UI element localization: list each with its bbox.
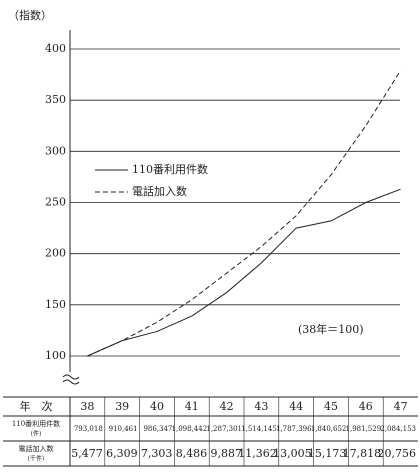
table-cell: 6,309 bbox=[106, 447, 138, 460]
table-cell: 793,018 bbox=[74, 425, 103, 433]
series-line bbox=[87, 70, 402, 357]
table-cell: 1,098,442 bbox=[172, 425, 208, 433]
y-tick-label: 100 bbox=[45, 349, 66, 362]
table-cell: 7,303 bbox=[141, 447, 173, 460]
table-cell: 20,756 bbox=[378, 447, 417, 460]
legend-label: 110番利用件数 bbox=[132, 163, 208, 176]
table-header: 年 次 bbox=[20, 399, 53, 413]
table-year: 38 bbox=[80, 400, 94, 413]
table-cell: 986,347 bbox=[143, 425, 172, 433]
table-cell: 1,787,396 bbox=[276, 425, 312, 433]
table-cell: 1,840,652 bbox=[311, 425, 347, 433]
table-cell: 15,173 bbox=[308, 447, 347, 460]
table-cell: 1,287,301 bbox=[206, 425, 242, 433]
y-tick-label: 350 bbox=[45, 93, 66, 106]
table-cell: 910,461 bbox=[109, 425, 138, 433]
table-year: 40 bbox=[150, 400, 164, 413]
axis-break bbox=[62, 374, 80, 385]
row-label: 110番利用件数 bbox=[12, 419, 60, 428]
table-year: 45 bbox=[324, 400, 338, 413]
table-cell: 13,005 bbox=[273, 447, 312, 460]
table-year: 46 bbox=[359, 400, 373, 413]
row-unit: (件) bbox=[31, 430, 42, 438]
row-label: 電話加入数 bbox=[19, 444, 54, 453]
table-year: 42 bbox=[220, 400, 234, 413]
table-cell: 17,818 bbox=[343, 447, 382, 460]
row-unit: (千件) bbox=[28, 455, 45, 463]
table bbox=[3, 396, 418, 467]
annotation: (38年＝100) bbox=[298, 322, 364, 336]
table-year: 39 bbox=[115, 400, 129, 413]
table-cell: 8,486 bbox=[176, 447, 208, 460]
table-year: 41 bbox=[185, 400, 199, 413]
table-cell: 11,362 bbox=[238, 447, 277, 460]
y-tick-label: 250 bbox=[45, 196, 66, 209]
table-cell: 1,514,145 bbox=[241, 425, 277, 433]
legend-label: 電話加入数 bbox=[132, 184, 187, 198]
table-cell: 1,981,529 bbox=[346, 425, 382, 433]
table-year: 44 bbox=[289, 400, 303, 413]
table-cell: 2,084,153 bbox=[380, 425, 416, 433]
y-tick-label: 300 bbox=[45, 144, 66, 157]
series-line bbox=[87, 188, 401, 357]
y-tick-label: 150 bbox=[45, 298, 66, 311]
table-cell: 5,477 bbox=[71, 447, 103, 460]
y-tick-label: 400 bbox=[45, 42, 66, 55]
table-year: 47 bbox=[394, 400, 408, 413]
y-axis-label: （指数） bbox=[8, 8, 52, 22]
y-tick-label: 200 bbox=[45, 247, 66, 260]
table-year: 43 bbox=[254, 400, 268, 413]
table-cell: 9,887 bbox=[211, 447, 243, 460]
